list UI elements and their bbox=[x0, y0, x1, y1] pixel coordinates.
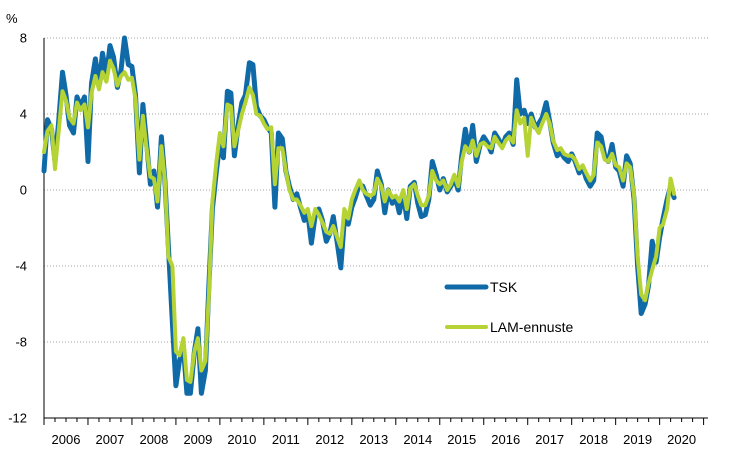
y-tick-label: -4 bbox=[15, 259, 27, 274]
x-tick-label: 2010 bbox=[227, 432, 256, 447]
x-tick-label: 2006 bbox=[52, 432, 81, 447]
x-tick-label: 2019 bbox=[623, 432, 652, 447]
axes: 8 4 0 -4 -8 -12 2006 2007 2008 2009 2010 2011 2012 20… bbox=[8, 31, 708, 447]
y-tick-label: 8 bbox=[20, 31, 27, 46]
series-line-tsk bbox=[41, 35, 677, 396]
legend-label: TSK bbox=[490, 279, 518, 295]
x-tick-label: 2015 bbox=[447, 432, 476, 447]
y-tick-label: -8 bbox=[15, 335, 27, 350]
y-tick-label: -12 bbox=[8, 411, 27, 426]
x-tick-label: 2007 bbox=[95, 432, 124, 447]
x-tick-label: 2017 bbox=[535, 432, 564, 447]
x-tick-label: 2009 bbox=[183, 432, 212, 447]
x-tick-label: 2008 bbox=[139, 432, 168, 447]
x-tick-label: 2020 bbox=[667, 432, 696, 447]
legend-label: LAM-ennuste bbox=[490, 319, 573, 335]
x-tick-label: 2016 bbox=[491, 432, 520, 447]
y-tick-label: 0 bbox=[20, 183, 27, 198]
x-tick-label: 2011 bbox=[272, 432, 300, 447]
y-unit-label: % bbox=[6, 11, 18, 26]
series-lines bbox=[41, 35, 677, 396]
y-tick-label: 4 bbox=[20, 107, 27, 122]
legend: TSK LAM-ennuste bbox=[444, 279, 573, 335]
x-tick-label: 2012 bbox=[315, 432, 344, 447]
series-line-lam-ennuste bbox=[42, 58, 677, 384]
x-tick-label: 2014 bbox=[403, 432, 432, 447]
x-tick-label: 2018 bbox=[579, 432, 608, 447]
x-tick-label: 2013 bbox=[359, 432, 388, 447]
